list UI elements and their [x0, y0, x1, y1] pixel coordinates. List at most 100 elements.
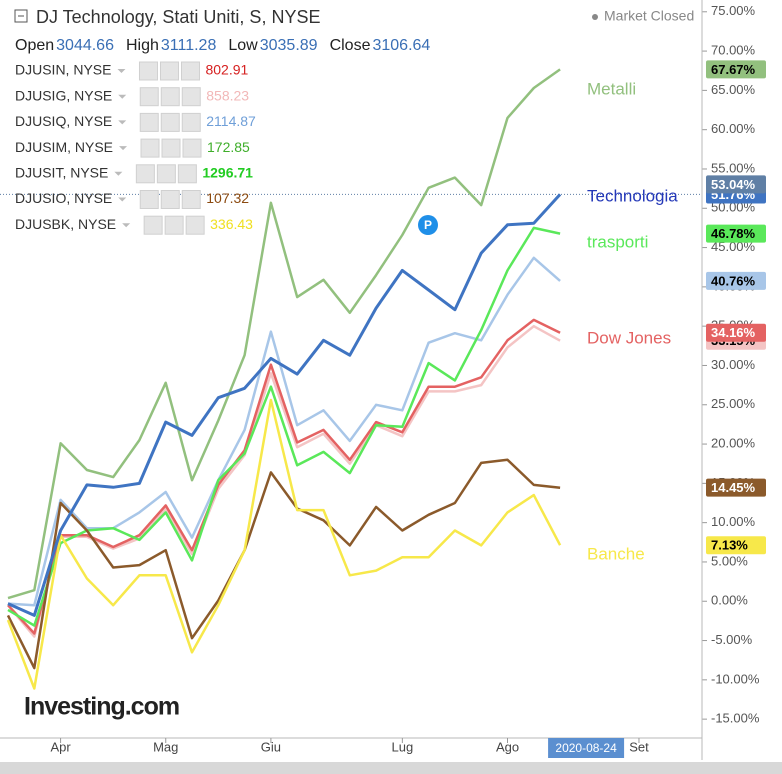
x-tick-label: Mag: [153, 739, 178, 754]
legend-icon[interactable]: [139, 112, 159, 132]
legend-icon[interactable]: [180, 61, 200, 81]
legend-dropdown[interactable]: [118, 94, 127, 99]
legend-icon[interactable]: [139, 190, 159, 209]
legend-icon[interactable]: [164, 215, 184, 235]
legend-icon[interactable]: [156, 164, 176, 184]
axes: 75.00% 70.00% 65.00% 60.00% 55.00% 50.00% 45.0…: [50, 3, 766, 758]
series-annotation: Technologia: [587, 186, 678, 205]
y-tick-label: -5.00%: [711, 632, 753, 647]
last-value-label: 67.67%: [711, 62, 756, 77]
last-value-label: 40.76%: [711, 273, 756, 288]
last-value-badge: [706, 175, 766, 194]
y-tick-label: 30.00%: [711, 357, 756, 372]
ohlc-value: 3106.64: [372, 37, 430, 54]
legend-price: 172.85: [207, 139, 250, 155]
title: DJ Technology, Stati Uniti, S, NYSE: [36, 7, 320, 27]
ohlc-value: 3111.28: [161, 37, 217, 54]
legend-icon[interactable]: [138, 61, 158, 81]
logo: Investing.com: [24, 693, 179, 721]
y-tick-label: 50.00%: [711, 200, 756, 215]
legend-icon[interactable]: [177, 164, 197, 184]
last-value-label: 14.45%: [711, 480, 756, 495]
collapse-icon[interactable]: [14, 9, 28, 23]
legend-icon[interactable]: [182, 138, 202, 158]
y-tick-label: 60.00%: [711, 121, 756, 136]
ohlc-label: Close: [330, 37, 371, 54]
legend-symbol: DJUSIQ, NYSE: [15, 113, 112, 129]
legend-symbol: DJUSIG, NYSE: [15, 87, 112, 103]
legend-icon[interactable]: [159, 61, 179, 81]
series-annotation: trasporti: [587, 232, 648, 251]
legend-row: DJUSIT, NYSE 1296.71: [15, 164, 253, 184]
series-line: [7, 193, 562, 617]
header: DJ Technology, Stati Uniti, S, NYSE Mark…: [14, 7, 694, 54]
y-tick-label: 20.00%: [711, 435, 756, 450]
y-tick-label: -15.00%: [711, 711, 760, 726]
legend-row: DJUSIQ, NYSE 2114.87: [15, 112, 256, 132]
legend-icon[interactable]: [181, 190, 201, 209]
legend-dropdown[interactable]: [122, 223, 131, 228]
legend-dropdown[interactable]: [114, 171, 123, 176]
x-tick-label: Ago: [496, 739, 519, 754]
last-value-label: 7.13%: [711, 538, 748, 553]
legend-icon[interactable]: [140, 138, 160, 158]
y-tick-label: 55.00%: [711, 160, 756, 175]
crosshair-date-box: [548, 738, 625, 758]
marker[interactable]: [418, 215, 438, 235]
x-tick-label: Apr: [50, 739, 71, 754]
ohlc-value: 3044.66: [56, 37, 114, 54]
legend-symbol: DJUSIN, NYSE: [15, 62, 111, 78]
status-dot: [592, 14, 598, 20]
legend-icon[interactable]: [135, 164, 155, 184]
y-tick-label: 0.00%: [711, 593, 748, 608]
legend-price: 107.32: [206, 190, 249, 206]
legend-icon[interactable]: [181, 87, 201, 107]
series-line: [7, 318, 561, 635]
ohlc-label: High: [126, 37, 159, 54]
x-tick-label: Giu: [261, 739, 281, 754]
last-value-badge: [706, 271, 766, 290]
legend-price: 2114.87: [206, 113, 256, 129]
legend-icon[interactable]: [161, 138, 181, 158]
x-tick-label: Set: [629, 739, 649, 754]
legend-dropdown[interactable]: [118, 197, 127, 202]
legend-icon[interactable]: [160, 190, 180, 209]
legend-symbol: DJUSIO, NYSE: [15, 190, 112, 206]
y-tick-label: 45.00%: [711, 239, 756, 254]
series-line: [6, 398, 562, 690]
legend-icon[interactable]: [160, 87, 180, 107]
y-tick-label: 65.00%: [711, 82, 756, 97]
legend-icon[interactable]: [143, 215, 163, 235]
legend-symbol: DJUSIT, NYSE: [15, 165, 108, 181]
grid: [0, 11, 707, 720]
legend-price: 802.91: [205, 62, 248, 78]
legend-icon[interactable]: [181, 112, 201, 132]
legend-row: DJUSIN, NYSE 802.91: [15, 61, 249, 81]
legend-dropdown[interactable]: [118, 120, 127, 125]
y-tick-label: 10.00%: [711, 514, 756, 529]
legend-row: DJUSBK, NYSE 336.43: [15, 215, 253, 235]
last-value-badge: [706, 60, 766, 79]
y-tick-label: 25.00%: [711, 396, 756, 411]
series-annotation: Banche: [587, 544, 645, 563]
legend-dropdown[interactable]: [117, 69, 126, 73]
status: Market Closed: [604, 8, 694, 24]
scrollbar[interactable]: [0, 762, 782, 774]
legend-symbol: DJUSIM, NYSE: [15, 139, 113, 155]
last-value-label: 53.04%: [711, 177, 756, 192]
legend-icon[interactable]: [160, 112, 180, 132]
legend-icon[interactable]: [139, 87, 159, 107]
legend-dropdown[interactable]: [119, 146, 128, 151]
last-value-label: 46.78%: [711, 226, 756, 241]
legend-icon[interactable]: [185, 215, 205, 235]
x-tick-label: Lug: [391, 739, 413, 754]
legend-row: DJUSIG, NYSE 858.23: [15, 87, 249, 107]
last-value-label: 34.16%: [711, 325, 756, 340]
series-line: [6, 458, 561, 670]
legend-row: DJUSIM, NYSE 172.85: [15, 138, 250, 158]
series-line: [7, 68, 561, 600]
y-tick-label: -10.00%: [711, 671, 760, 686]
